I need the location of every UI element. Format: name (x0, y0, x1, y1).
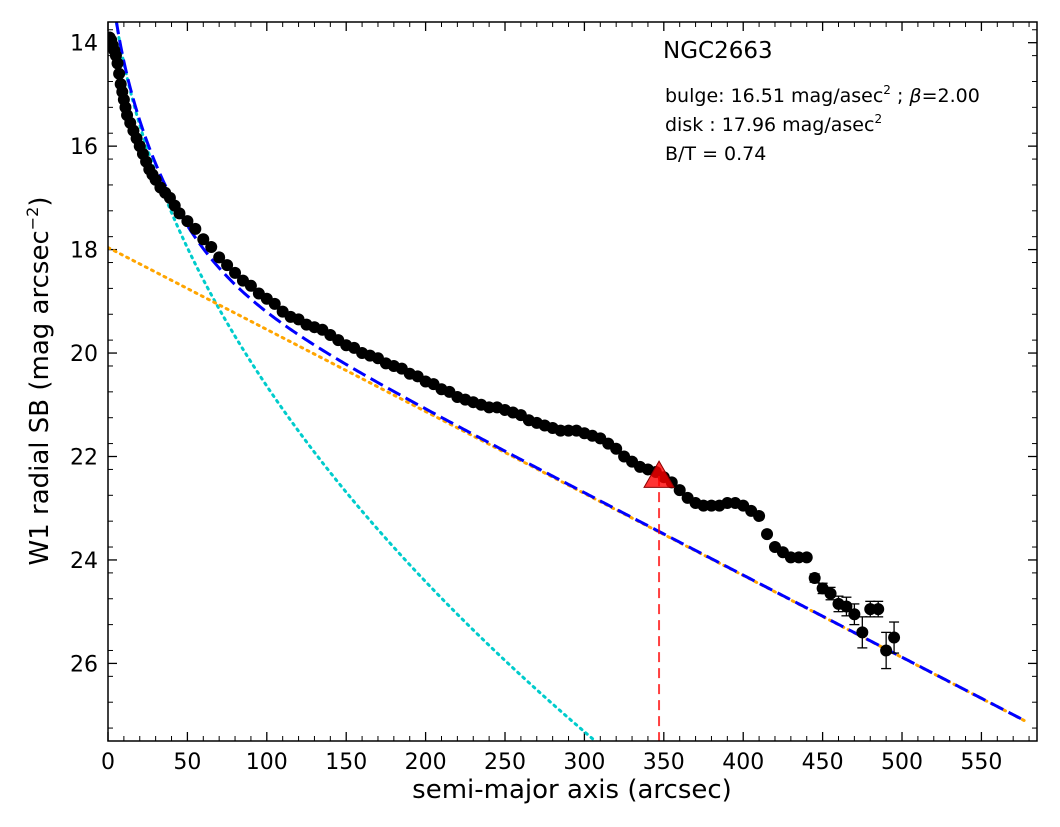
bulge-annotation: bulge: 16.51 mag/asec2 ; β=2.00 (665, 83, 980, 107)
x-tick-label: 300 (563, 750, 605, 775)
data-point (205, 241, 218, 254)
x-tick-label: 0 (101, 750, 115, 775)
data-point (610, 442, 623, 455)
y-tick-label: 14 (70, 32, 98, 57)
data-point (872, 603, 885, 616)
data-point (173, 207, 186, 220)
x-tick-label: 100 (246, 750, 288, 775)
y-tick-label: 16 (70, 135, 98, 160)
data-point (221, 259, 234, 272)
axis-ticks (107, 22, 1037, 741)
total-model-curve (114, 22, 1027, 723)
x-tick-label: 200 (405, 750, 447, 775)
data-point (848, 608, 861, 621)
data-point (880, 644, 893, 657)
data-point (244, 279, 257, 292)
data-point (189, 222, 202, 235)
data-point (840, 600, 853, 613)
bt-annotation: B/T = 0.74 (665, 143, 766, 165)
data-point (824, 587, 837, 600)
x-tick-label: 350 (643, 750, 685, 775)
data-point (213, 251, 226, 264)
marker-triangle (643, 460, 675, 488)
plot-area (108, 22, 1028, 741)
x-tick-label: 150 (325, 750, 367, 775)
disk-annotation: disk : 17.96 mag/asec2 (665, 112, 882, 136)
data-point (888, 631, 901, 644)
y-tick-label: 18 (70, 239, 98, 264)
x-tick-label: 450 (802, 750, 844, 775)
model-curves (108, 22, 1028, 741)
bulge-model-curve (114, 22, 598, 741)
x-tick-label: 50 (173, 750, 201, 775)
x-tick-label: 250 (484, 750, 526, 775)
marker-layer (643, 460, 675, 741)
data-point (268, 297, 281, 310)
data-point (181, 215, 194, 228)
data-point (856, 626, 869, 639)
data-point (111, 57, 124, 70)
y-tick-label: 20 (70, 342, 98, 367)
data-point (673, 484, 686, 497)
x-tick-label: 500 (881, 750, 923, 775)
data-point (113, 67, 126, 80)
y-axis-label: W1 radial SB (mag arcsec−2) (23, 197, 55, 566)
x-tick-label: 400 (722, 750, 764, 775)
plot-frame (107, 21, 1038, 742)
y-tick-label: 24 (70, 549, 98, 574)
data-point (197, 233, 210, 246)
data-point (808, 572, 821, 585)
data-point (229, 266, 242, 279)
chart-title: NGC2663 (663, 38, 773, 64)
data-point (800, 551, 813, 564)
axis-tick-labels: 0 50 100 150 200 250 300 350 400 450 500 550 14 16 18 2… (70, 32, 1002, 775)
data-point (753, 509, 766, 522)
y-tick-label: 22 (70, 446, 98, 471)
data-point (761, 528, 774, 541)
y-tick-label: 26 (70, 652, 98, 677)
x-axis-label: semi-major axis (arcsec) (412, 775, 732, 805)
x-tick-label: 550 (960, 750, 1002, 775)
